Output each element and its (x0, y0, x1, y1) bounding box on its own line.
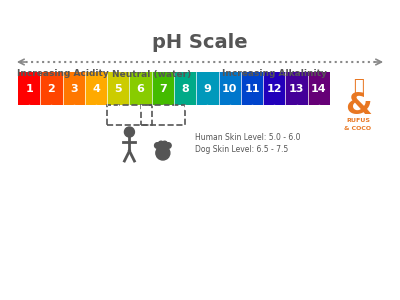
Text: RUFUS: RUFUS (346, 118, 370, 122)
Bar (140, 105, 185, 125)
Bar (152, 72, 174, 105)
Text: 9: 9 (204, 83, 211, 94)
Circle shape (166, 143, 171, 148)
Text: 12: 12 (266, 83, 282, 94)
Text: 4: 4 (92, 83, 100, 94)
Circle shape (156, 146, 170, 160)
Text: 8: 8 (181, 83, 189, 94)
Text: 10: 10 (222, 83, 238, 94)
Text: 🐻: 🐻 (353, 78, 363, 96)
Circle shape (158, 141, 164, 147)
Text: Neutral (water): Neutral (water) (112, 70, 191, 79)
Text: 6: 6 (137, 83, 144, 94)
Text: Increasing Alkalinity: Increasing Alkalinity (222, 70, 327, 79)
Bar (85, 72, 107, 105)
Bar (62, 72, 85, 105)
Bar (174, 72, 196, 105)
Bar (218, 72, 241, 105)
Bar (107, 72, 130, 105)
Text: 5: 5 (114, 83, 122, 94)
Text: 3: 3 (70, 83, 78, 94)
Bar (263, 72, 286, 105)
Bar (107, 105, 152, 125)
Bar (308, 72, 330, 105)
Bar (286, 72, 308, 105)
Text: 11: 11 (244, 83, 260, 94)
Bar (40, 72, 62, 105)
Circle shape (154, 143, 160, 148)
Text: & COCO: & COCO (344, 125, 372, 130)
Bar (241, 72, 263, 105)
Text: 1: 1 (25, 83, 33, 94)
Text: Human Skin Level: 5.0 - 6.0: Human Skin Level: 5.0 - 6.0 (195, 133, 301, 142)
Text: 13: 13 (289, 83, 304, 94)
Text: &: & (345, 91, 371, 119)
Bar (130, 72, 152, 105)
Bar (18, 72, 40, 105)
Bar (196, 72, 218, 105)
Text: pH Scale: pH Scale (152, 32, 248, 52)
Text: 2: 2 (48, 83, 55, 94)
Text: Increasing Acidity: Increasing Acidity (17, 70, 108, 79)
Circle shape (124, 127, 134, 137)
Circle shape (162, 141, 168, 147)
Text: 14: 14 (311, 83, 327, 94)
Text: 7: 7 (159, 83, 167, 94)
Text: Dog Skin Level: 6.5 - 7.5: Dog Skin Level: 6.5 - 7.5 (195, 145, 288, 154)
